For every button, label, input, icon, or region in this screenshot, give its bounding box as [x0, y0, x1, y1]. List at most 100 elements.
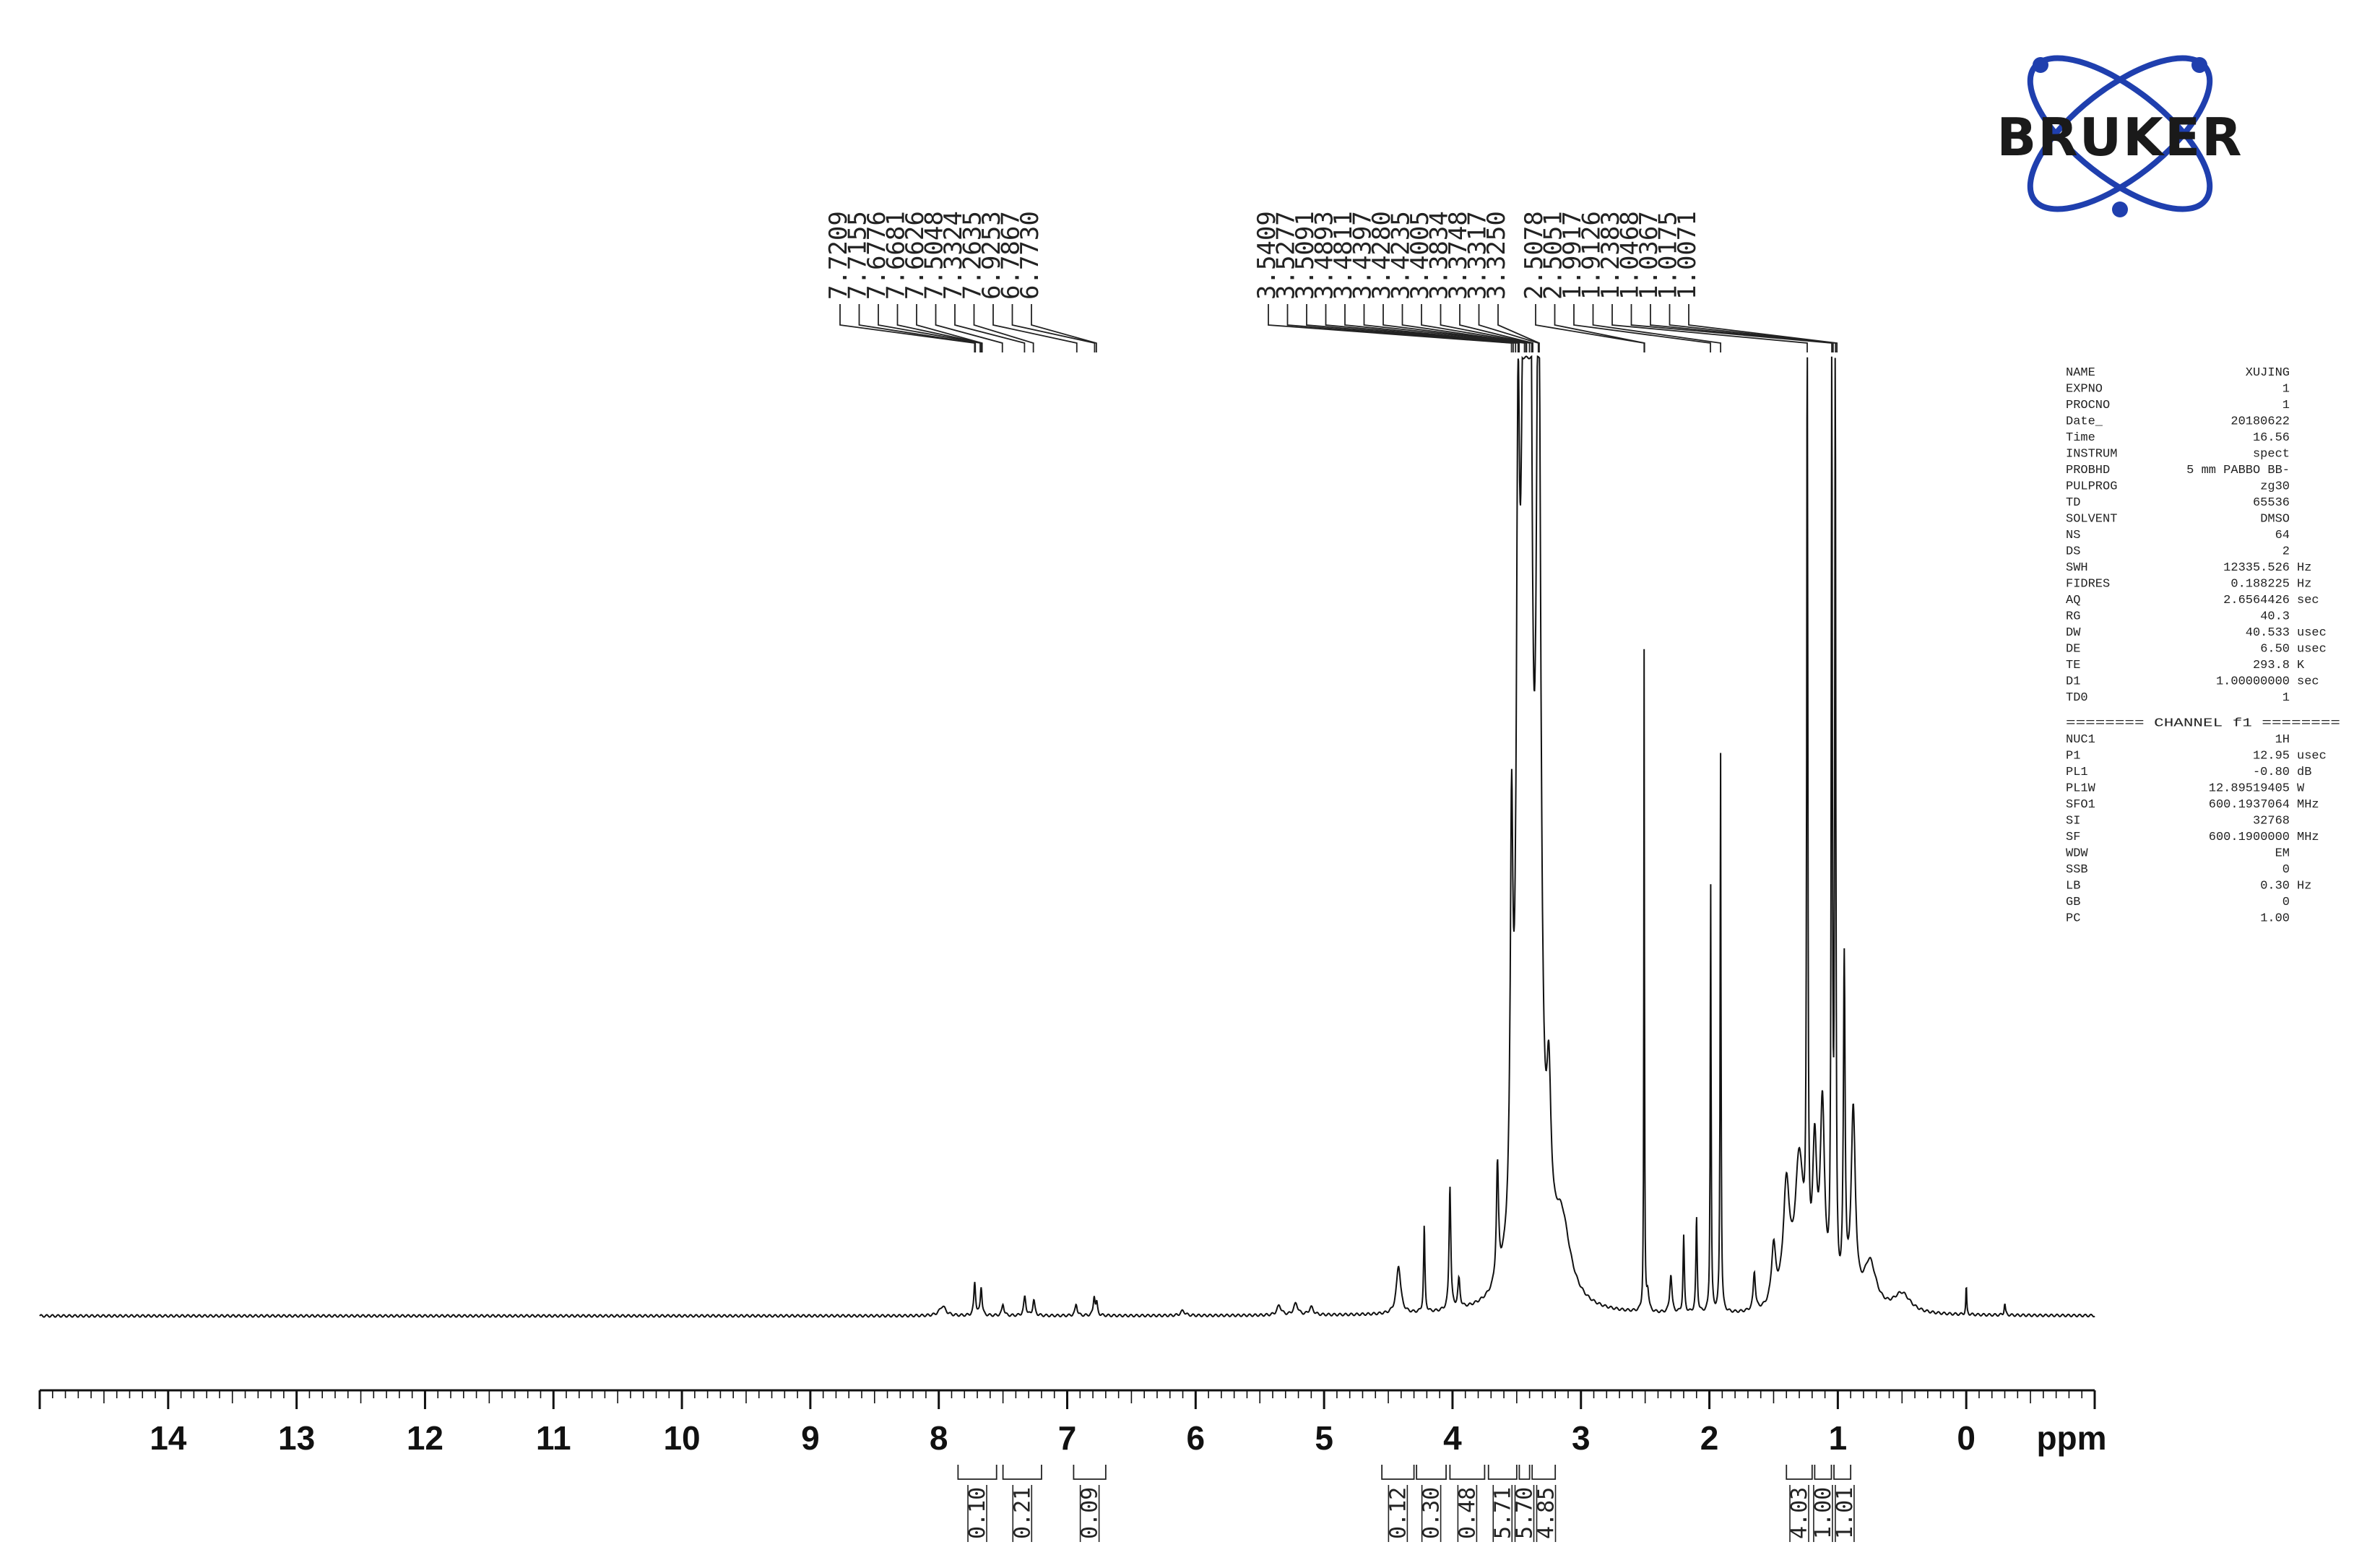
- tick-label: 9: [801, 1419, 820, 1457]
- param-key: PROBHD: [2066, 464, 2110, 477]
- peak-label: 1.0367: [1635, 211, 1663, 300]
- peak-label: 3.5409: [1252, 211, 1281, 300]
- peak-label: 7.3324: [939, 211, 968, 300]
- peak-marker-line: [1630, 304, 1832, 352]
- peak-label: 7.6776: [862, 211, 891, 300]
- peak-label: 1.9917: [1558, 211, 1587, 300]
- integral-value: 0.21: [1010, 1487, 1035, 1539]
- logo-text: BRUKER: [1996, 107, 2243, 168]
- param-value: 2.6564426: [2223, 594, 2290, 607]
- peak-label-group: 7.72097.71557.67767.66817.66267.50487.33…: [824, 211, 1838, 352]
- peak-label: 3.3250: [1482, 211, 1511, 300]
- param-unit: MHz: [2297, 798, 2319, 812]
- param-key: TD0: [2066, 691, 2088, 705]
- tick-label: 11: [536, 1419, 571, 1457]
- channel-header: ======== CHANNEL f1 ========: [2066, 717, 2340, 731]
- peak-label: 7.7209: [824, 211, 853, 300]
- param-key: RG: [2066, 610, 2080, 624]
- param-value: 12.89519405: [2209, 782, 2290, 796]
- param-key: DW: [2066, 626, 2081, 640]
- peak-label: 3.4280: [1367, 211, 1396, 300]
- param-key: WDW: [2066, 847, 2088, 861]
- peak-label: 1.0071: [1673, 211, 1702, 300]
- peak-marker-line: [935, 304, 1003, 352]
- param-unit: sec: [2297, 594, 2319, 607]
- peak-label: 7.6681: [882, 211, 911, 300]
- integral-bracket: [1002, 1465, 1042, 1480]
- peak-label: 1.9126: [1578, 211, 1606, 300]
- peak-marker-line: [916, 304, 983, 352]
- param-key: PC: [2066, 912, 2080, 926]
- param-unit: MHz: [2297, 831, 2319, 844]
- param-value: 0.30: [2260, 880, 2290, 893]
- param-key: SI: [2066, 815, 2080, 828]
- param-value: 64: [2275, 529, 2290, 542]
- integral-value: 4.85: [1534, 1487, 1559, 1539]
- peak-label: 3.3317: [1463, 211, 1492, 300]
- param-key: SF: [2066, 831, 2080, 844]
- peak-marker-line: [839, 304, 976, 352]
- peak-marker-line: [1325, 304, 1519, 352]
- peak-label: 1.2383: [1596, 211, 1625, 300]
- param-key: PULPROG: [2066, 480, 2117, 494]
- param-value: 600.1937064: [2209, 798, 2290, 812]
- param-value: 0: [2282, 896, 2290, 909]
- param-value: 0: [2282, 863, 2290, 877]
- param-value: 40.3: [2260, 610, 2290, 624]
- integral-group: 0.10 0.21 0.09 0.12 0.30 0.48 5.715.704.85 4.03…: [957, 1465, 1858, 1542]
- peak-marker-line: [1421, 304, 1531, 352]
- bruker-logo: BRUKER: [1996, 55, 2243, 217]
- integral-value: 0.09: [1078, 1487, 1103, 1539]
- peak-marker-line: [1011, 304, 1096, 352]
- peak-marker-line: [1440, 304, 1533, 352]
- param-key: SOLVENT: [2066, 513, 2117, 527]
- param-value: 65536: [2253, 496, 2290, 510]
- peak-label: 3.4397: [1349, 211, 1377, 300]
- peak-label: 6.7867: [997, 211, 1026, 300]
- peak-marker-line: [1573, 304, 1711, 352]
- tick-label: 1: [1829, 1419, 1848, 1457]
- param-key: NS: [2066, 529, 2080, 542]
- peak-marker-line: [1592, 304, 1722, 352]
- integral-bracket: [1786, 1465, 1813, 1480]
- integral-value: 0.48: [1455, 1487, 1480, 1539]
- peak-marker-line: [954, 304, 1026, 352]
- peak-label: 7.5048: [920, 211, 949, 300]
- peak-marker-line: [1363, 304, 1526, 352]
- integral-bracket: [1833, 1465, 1852, 1480]
- param-unit: usec: [2297, 750, 2327, 763]
- tick-label: 7: [1058, 1419, 1077, 1457]
- param-unit: W: [2297, 782, 2305, 796]
- param-value: 1.00: [2260, 912, 2290, 926]
- integral-bracket: [1518, 1465, 1531, 1480]
- peak-marker-line: [1268, 304, 1513, 352]
- param-key: NUC1: [2066, 733, 2095, 747]
- peak-label: 3.4811: [1329, 211, 1358, 300]
- param-key: DE: [2066, 643, 2080, 657]
- param-unit: Hz: [2297, 578, 2311, 592]
- tick-label: 14: [150, 1419, 187, 1457]
- param-value: zg30: [2260, 480, 2290, 494]
- param-key: GB: [2066, 896, 2080, 909]
- tick-label: 13: [278, 1419, 315, 1457]
- param-value: EM: [2275, 847, 2290, 861]
- param-value: 12335.526: [2223, 561, 2290, 575]
- param-key: FIDRES: [2066, 578, 2110, 592]
- param-value: 600.1900000: [2209, 831, 2290, 844]
- param-key: D1: [2066, 675, 2080, 689]
- peak-label: 3.5277: [1272, 211, 1301, 300]
- integral-value: 0.10: [965, 1487, 990, 1539]
- tick-label: 4: [1443, 1419, 1462, 1457]
- param-value: 1.00000000: [2216, 675, 2290, 689]
- param-value: spect: [2253, 448, 2290, 462]
- param-key: PL1: [2066, 766, 2088, 779]
- peak-marker-line: [1459, 304, 1534, 352]
- tick-label: 10: [663, 1419, 700, 1457]
- integral-bracket: [1449, 1465, 1486, 1480]
- param-value: 0.188225: [2230, 578, 2290, 592]
- param-key: NAME: [2066, 366, 2095, 380]
- param-unit: usec: [2297, 626, 2327, 640]
- peak-label: 3.5091: [1291, 211, 1320, 300]
- param-unit: usec: [2297, 643, 2327, 657]
